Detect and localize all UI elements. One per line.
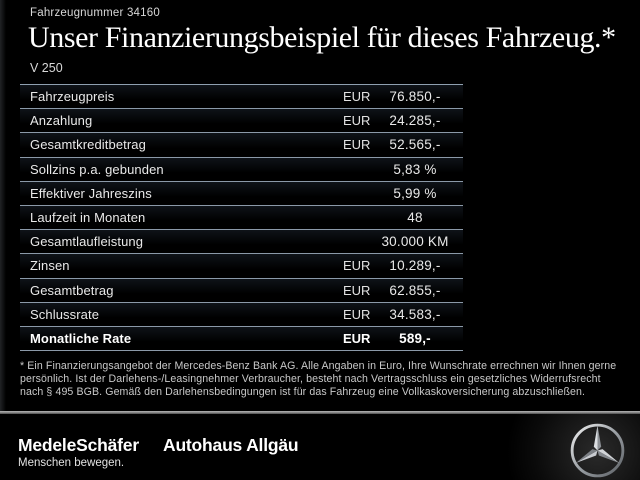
row-label: Monatliche Rate (30, 330, 132, 346)
row-value: 5,99 % (393, 185, 437, 201)
row-value: 62.855,- (389, 282, 441, 298)
row-label: Laufzeit in Monaten (30, 210, 146, 226)
vehicle-number: Fahrzeugnummer 34160 (30, 7, 160, 19)
table-row: Gesamtlaufleistung 30.000 KM (20, 230, 463, 255)
dealer-tagline: Menschen bewegen. (18, 457, 125, 469)
footer-bar: MedeleSchäfer Menschen bewegen. Autohaus… (0, 414, 640, 480)
row-value: 589,- (399, 330, 431, 346)
row-currency: EUR (343, 113, 371, 129)
row-label: Effektiver Jahreszins (30, 185, 152, 201)
dealer-logo-text: MedeleSchäfer (18, 435, 139, 455)
table-row: Gesamtbetrag EUR 62.855,- (20, 278, 463, 303)
table-row: Anzahlung EUR 24.285,- (20, 109, 463, 134)
row-value: 76.850,- (389, 89, 441, 105)
row-currency: EUR (343, 330, 371, 346)
table-row: Fahrzeugpreis EUR 76.850,- (20, 85, 463, 110)
row-value: 30.000 KM (381, 234, 449, 250)
table-row-monthly-rate: Monatliche Rate EUR 589,- (20, 326, 463, 352)
row-label: Sollzins p.a. gebunden (30, 161, 164, 177)
row-currency: EUR (343, 89, 371, 105)
row-value: 34.583,- (389, 306, 441, 322)
row-label: Gesamtkreditbetrag (30, 137, 146, 153)
row-label: Fahrzeugpreis (30, 89, 115, 105)
row-currency: EUR (343, 137, 371, 153)
footer-divider (0, 411, 640, 414)
mercedes-benz-star-icon (570, 423, 625, 478)
page-title: Unser Finanzierungsbeispiel für dieses F… (28, 21, 616, 54)
row-value: 5,83 % (393, 161, 437, 177)
row-label: Gesamtbetrag (30, 282, 114, 298)
table-row: Effektiver Jahreszins 5,99 % (20, 181, 463, 206)
row-currency: EUR (343, 258, 371, 274)
row-currency: EUR (343, 282, 371, 298)
legal-footnote: * Ein Finanzierungsangebot der Mercedes-… (20, 360, 617, 398)
dealer-location-text: Autohaus Allgäu (163, 435, 299, 455)
row-value: 24.285,- (389, 113, 441, 129)
row-label: Zinsen (30, 258, 70, 274)
table-row: Sollzins p.a. gebunden 5,83 % (20, 157, 463, 182)
table-row: Schlussrate EUR 34.583,- (20, 302, 463, 327)
table-row: Gesamtkreditbetrag EUR 52.565,- (20, 133, 463, 158)
finance-table: Fahrzeugpreis EUR 76.850,- Anzahlung EUR… (20, 84, 463, 352)
table-row: Laufzeit in Monaten 48 (20, 205, 463, 231)
row-value: 48 (407, 210, 423, 226)
row-value: 10.289,- (389, 258, 441, 274)
row-currency: EUR (343, 306, 371, 322)
row-value: 52.565,- (389, 137, 441, 153)
vehicle-model: V 250 (30, 61, 63, 75)
row-label: Anzahlung (30, 113, 93, 129)
row-label: Gesamtlaufleistung (30, 234, 144, 250)
left-edge-glow (0, 0, 6, 480)
table-row: Zinsen EUR 10.289,- (20, 254, 463, 279)
row-label: Schlussrate (30, 306, 100, 322)
